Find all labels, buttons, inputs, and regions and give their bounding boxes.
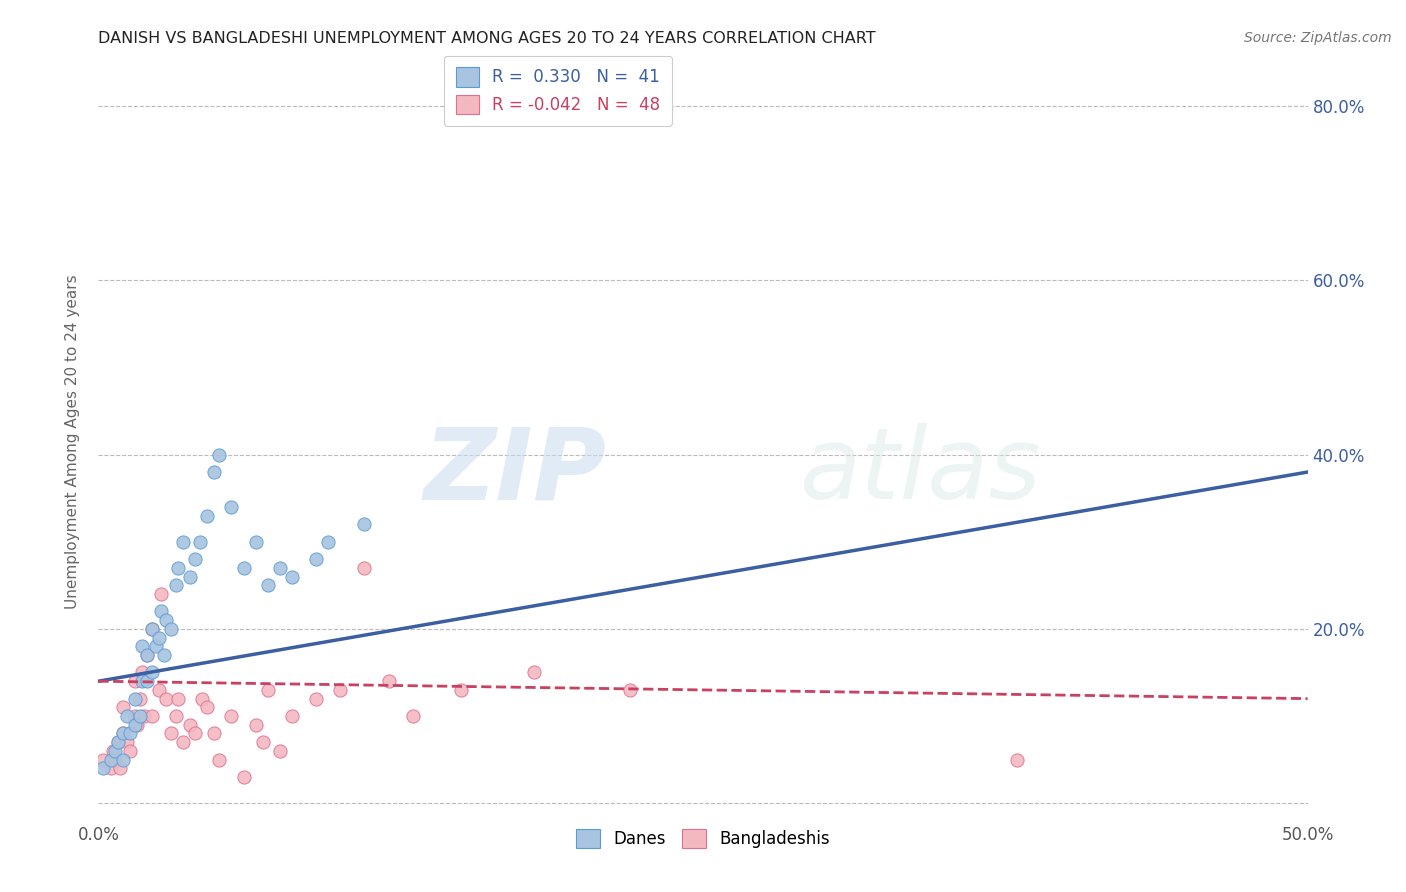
Point [208,448,231,462]
Y-axis label: Unemployment Among Ages 20 to 24 years: Unemployment Among Ages 20 to 24 years [65,274,80,609]
Point [1007,753,1029,767]
Point [221,500,243,514]
Point [91,753,114,767]
Point [118,744,141,758]
Point [450,682,472,697]
Point [232,561,254,575]
Point [128,691,150,706]
Point [184,552,207,566]
Point [134,709,156,723]
Point [155,613,177,627]
Point [232,770,254,784]
Point [167,691,190,706]
Point [127,718,149,732]
Point [104,753,127,767]
Point [124,718,146,732]
Point [188,534,211,549]
Point [523,665,546,680]
Point [131,665,153,680]
Point [195,508,218,523]
Point [117,735,139,749]
Point [316,534,339,549]
Point [172,735,194,749]
Point [160,622,183,636]
Point [128,709,150,723]
Point [305,552,328,566]
Point [165,578,187,592]
Point [150,587,173,601]
Point [141,665,163,680]
Point [353,517,375,532]
Point [269,561,291,575]
Point [117,709,139,723]
Point [172,534,194,549]
Point [141,622,163,636]
Point [107,735,129,749]
Point [148,682,170,697]
Point [281,709,304,723]
Point [402,709,425,723]
Point [252,735,274,749]
Point [377,674,399,689]
Point [111,726,134,740]
Point [107,735,129,749]
Point [195,700,218,714]
Point [191,691,214,706]
Point [152,648,174,662]
Point [145,640,167,654]
Point [256,682,278,697]
Point [619,682,641,697]
Point [101,744,124,758]
Point [329,682,352,697]
Point [150,605,173,619]
Legend: Danes, Bangladeshis: Danes, Bangladeshis [567,819,839,858]
Point [179,718,201,732]
Point [141,709,163,723]
Point [111,726,134,740]
Text: Source: ZipAtlas.com: Source: ZipAtlas.com [1244,31,1392,45]
Point [269,744,291,758]
Point [167,561,190,575]
Point [160,726,183,740]
Point [179,569,201,583]
Point [100,753,122,767]
Text: atlas: atlas [800,424,1042,520]
Text: ZIP: ZIP [423,424,606,520]
Point [204,465,226,479]
Point [245,718,267,732]
Point [124,709,146,723]
Point [256,578,278,592]
Point [204,726,226,740]
Point [184,726,207,740]
Point [111,753,134,767]
Point [305,691,328,706]
Point [141,622,163,636]
Point [281,569,304,583]
Point [148,631,170,645]
Text: DANISH VS BANGLADESHI UNEMPLOYMENT AMONG AGES 20 TO 24 YEARS CORRELATION CHART: DANISH VS BANGLADESHI UNEMPLOYMENT AMONG… [98,31,876,46]
Point [353,561,375,575]
Point [118,726,141,740]
Point [135,648,157,662]
Point [245,534,267,549]
Point [100,761,122,775]
Point [135,648,157,662]
Point [91,761,114,775]
Point [124,691,146,706]
Point [131,640,153,654]
Point [155,691,177,706]
Point [131,674,153,689]
Point [208,753,231,767]
Point [111,700,134,714]
Point [135,674,157,689]
Point [165,709,187,723]
Point [124,674,146,689]
Point [104,744,127,758]
Point [221,709,243,723]
Point [108,761,131,775]
